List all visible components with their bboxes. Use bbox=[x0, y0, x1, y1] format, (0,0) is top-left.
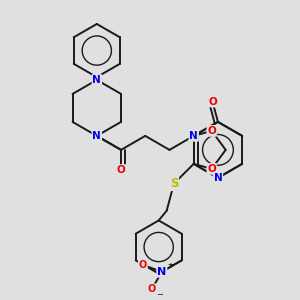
Text: +: + bbox=[167, 262, 173, 268]
Text: N: N bbox=[92, 75, 101, 85]
Text: N: N bbox=[157, 267, 167, 277]
Text: −: − bbox=[156, 290, 163, 299]
Text: S: S bbox=[170, 177, 178, 190]
Text: O: O bbox=[208, 97, 217, 106]
Text: O: O bbox=[207, 164, 216, 174]
Text: N: N bbox=[92, 131, 101, 141]
Text: N: N bbox=[214, 173, 222, 183]
Text: O: O bbox=[148, 284, 156, 294]
Text: N: N bbox=[189, 131, 198, 141]
Text: O: O bbox=[117, 165, 125, 175]
Text: O: O bbox=[139, 260, 147, 270]
Text: O: O bbox=[207, 126, 216, 136]
